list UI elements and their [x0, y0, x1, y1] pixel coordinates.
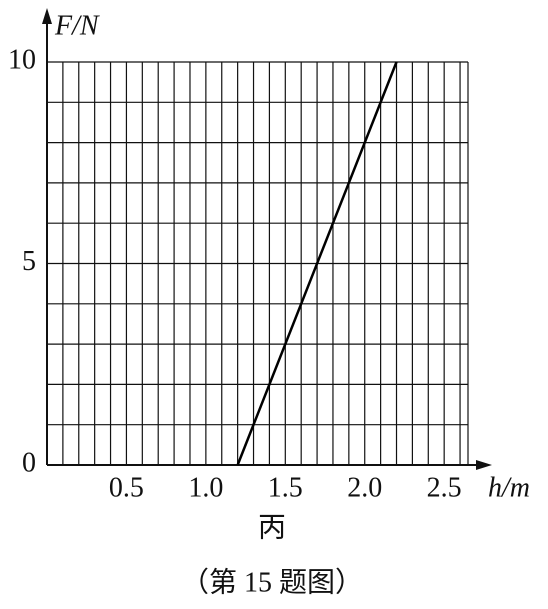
figure-label: 丙	[258, 512, 286, 543]
x-tick-label: 2.5	[427, 472, 462, 503]
y-axis-arrow	[42, 8, 52, 24]
x-tick-label: 0.5	[109, 472, 144, 503]
y-axis-label: F/N	[54, 10, 100, 41]
caption: （第 15 题图）	[181, 566, 363, 598]
x-tick-label: 1.5	[268, 472, 303, 503]
y-tick-label: 10	[8, 44, 36, 75]
x-tick-label: 2.0	[347, 472, 382, 503]
x-axis-label: h/m	[488, 472, 530, 503]
x-tick-label: 1.0	[188, 472, 223, 503]
y-tick-label: 0	[22, 447, 36, 478]
data-line	[236, 61, 398, 466]
x-axis-arrow	[476, 460, 492, 470]
y-tick-label: 5	[22, 246, 36, 277]
